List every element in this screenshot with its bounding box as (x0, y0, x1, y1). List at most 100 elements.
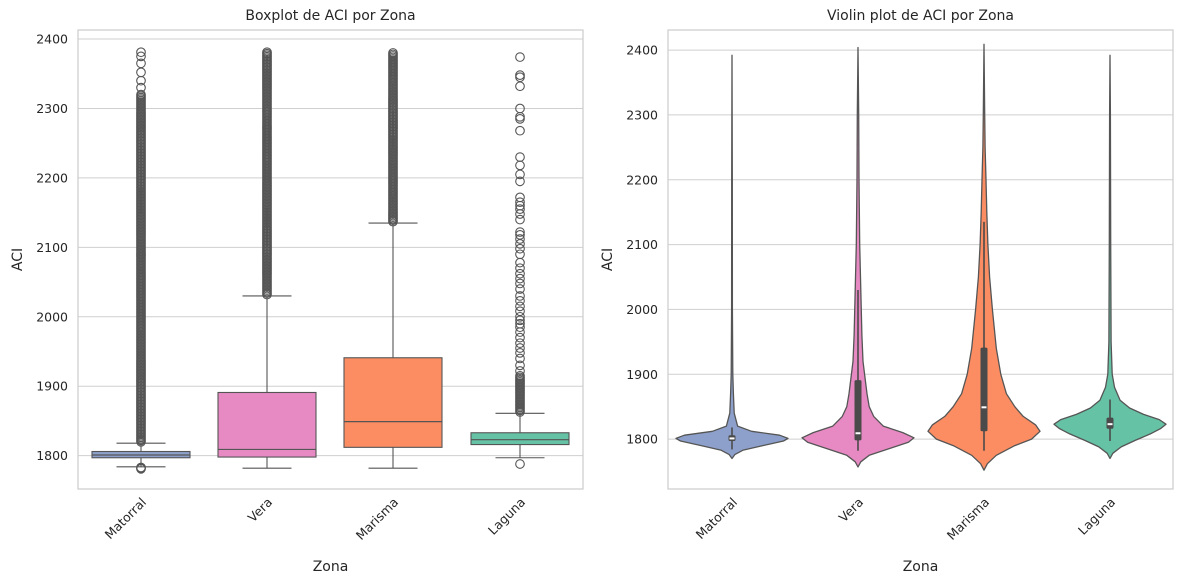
x-tick-label: Vera (245, 495, 275, 525)
flier-point (515, 268, 525, 279)
flier-point (515, 192, 525, 203)
flier-point (515, 243, 525, 254)
flier-point (515, 81, 525, 92)
flier-point (515, 370, 525, 381)
flier-point (515, 70, 525, 80)
flier-point (515, 125, 525, 136)
flier-point (515, 214, 525, 225)
violin-vera (801, 46, 915, 468)
y-tick-label: 2300 (36, 101, 68, 116)
flier-point (515, 278, 525, 289)
box-iqr (343, 357, 443, 448)
flier-point (136, 58, 146, 69)
flier-point (515, 257, 525, 268)
y-tick-label: 2000 (626, 302, 658, 317)
y-tick-label: 1900 (626, 367, 658, 382)
flier-point (515, 322, 525, 333)
flier-point (515, 306, 525, 317)
x-axis-label: Zona (313, 559, 349, 575)
flier-point (515, 72, 525, 83)
x-tick-label: Laguna (485, 495, 528, 538)
x-tick-label: Laguna (1075, 495, 1118, 538)
flier-point (515, 103, 525, 114)
flier-point (515, 360, 525, 371)
box-marisma (343, 48, 443, 469)
panel-violin: 1800 1900 2000 2100 2200 2300 2400 Matorral Vera… (600, 8, 1174, 575)
flier-point (515, 366, 525, 376)
violin-matorral (675, 54, 789, 460)
flier-point (515, 348, 525, 358)
flier-point (262, 47, 272, 58)
flier-point (515, 197, 525, 208)
panel-boxplot: 1800 1900 2000 2100 2200 2300 2400 Matorral Vera… (10, 8, 584, 575)
chart-title: Violin plot de ACI por Zona (827, 8, 1014, 24)
violin-iqr-box (980, 347, 988, 432)
box-laguna (470, 52, 570, 469)
box-matorral (91, 47, 191, 474)
flier-point (515, 353, 525, 364)
violin-body (801, 46, 915, 468)
flier-point (515, 327, 525, 337)
x-tick-label: Marisma (944, 495, 992, 543)
flier-point (136, 89, 146, 100)
flier-point (515, 176, 525, 187)
y-tick-label: 2300 (626, 107, 658, 122)
flier-point (515, 301, 525, 312)
flier-point (136, 51, 146, 62)
x-tick-label: Matorral (693, 495, 741, 543)
y-tick-label: 2400 (626, 43, 658, 58)
flier-point (515, 204, 525, 215)
flier-point (515, 209, 525, 219)
flier-point (515, 273, 525, 284)
chart-title: Boxplot de ACI por Zona (245, 8, 415, 24)
flier-point (515, 343, 525, 353)
y-tick-label: 2100 (626, 237, 658, 252)
flier-point (136, 462, 146, 473)
flier-point (515, 459, 525, 469)
y-tick-label: 2100 (36, 240, 68, 255)
flier-point (515, 318, 525, 329)
flier-point (515, 229, 525, 240)
y-tick-label: 1800 (36, 448, 68, 463)
y-axis-label: ACI (10, 248, 26, 271)
box-iqr (470, 432, 570, 446)
x-tick-label: Vera (836, 495, 866, 525)
flier-point (515, 160, 525, 171)
box-vera (217, 47, 317, 469)
violin-iqr-box (854, 380, 862, 441)
flier-point (136, 67, 146, 78)
flier-point (515, 291, 525, 301)
flier-point (388, 48, 398, 58)
y-tick-label: 2200 (36, 170, 68, 185)
flier-point (515, 311, 525, 322)
flier-point (515, 111, 525, 122)
flier-point (515, 249, 525, 260)
x-tick-label: Matorral (102, 495, 150, 543)
flier-point (515, 332, 525, 343)
x-axis-label: Zona (903, 559, 939, 575)
flier-point (515, 152, 525, 162)
violin-laguna (1053, 54, 1167, 460)
y-tick-label: 2000 (36, 309, 68, 324)
flier-point (136, 47, 146, 58)
plot-frame (667, 29, 1174, 490)
box-iqr (217, 391, 317, 458)
x-tick-label: Marisma (353, 495, 401, 543)
flier-point (515, 284, 525, 294)
flier-point (515, 263, 525, 274)
y-tick-label: 1800 (626, 432, 658, 447)
violin-body (675, 54, 789, 460)
y-tick-label: 2200 (626, 172, 658, 187)
y-axis-label: ACI (600, 248, 616, 271)
flier-point (515, 114, 525, 124)
flier-point (136, 82, 146, 93)
plot-frame (77, 29, 584, 490)
flier-point (515, 234, 525, 244)
flier-point (515, 52, 525, 62)
y-tick-label: 2400 (36, 32, 68, 47)
violin-marisma (927, 43, 1041, 471)
y-tick-label: 1900 (36, 379, 68, 394)
flier-point (515, 227, 525, 237)
